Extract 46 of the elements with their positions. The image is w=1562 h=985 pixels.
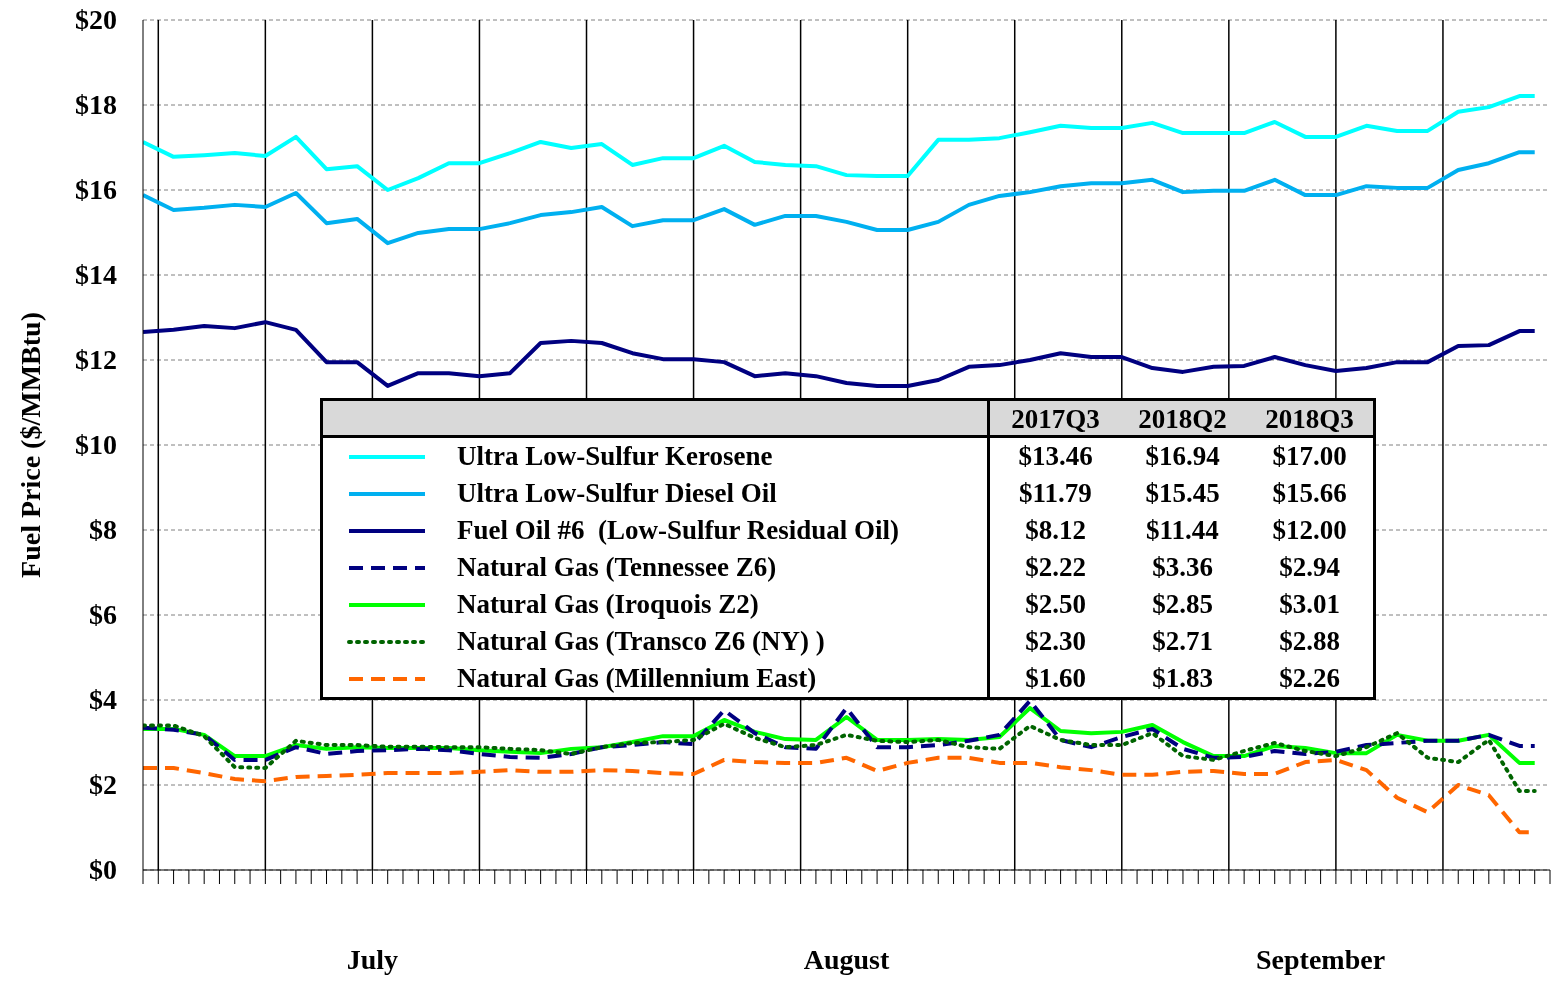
annotation: $13.46 <box>1017 440 1094 473</box>
y-axis-title: Fuel Price ($/MMBtu) <box>14 312 46 578</box>
x-tick-label: September <box>1256 944 1386 975</box>
annotation: $2.88 <box>1278 625 1341 658</box>
annotation: $2.71 <box>1151 625 1214 658</box>
x-tick-label: August <box>803 944 890 975</box>
annotation: $11.79 <box>1018 477 1093 510</box>
y-tick-label: $6 <box>89 599 117 630</box>
y-tick-label: $16 <box>75 174 117 205</box>
annotation: $2.26 <box>1278 662 1341 695</box>
annotation: $1.60 <box>1024 662 1087 695</box>
legend-label: Fuel Oil #6 (Low-Sulfur Residual Oil) <box>457 515 900 546</box>
annotation: $11.44 <box>1145 514 1220 547</box>
y-tick-label: $8 <box>89 514 117 545</box>
annotation: $17.00 <box>1271 440 1348 473</box>
legend-label: Natural Gas (Millennium East) <box>457 663 817 694</box>
y-tick-label: $12 <box>75 344 117 375</box>
annotation: $2.50 <box>1024 588 1087 621</box>
annotation: $2.94 <box>1278 551 1341 584</box>
y-tick-label: $14 <box>75 259 117 290</box>
y-tick-label: $20 <box>75 4 117 35</box>
annotation: $2.85 <box>1151 588 1214 621</box>
legend-label: Natural Gas (Transco Z6 (NY) ) <box>457 626 825 657</box>
annotation: $1.83 <box>1151 662 1214 695</box>
annotation: $2.22 <box>1024 551 1087 584</box>
x-tick-label: July <box>346 944 399 975</box>
annotation: $15.66 <box>1271 477 1348 510</box>
annotation: 2017Q3 <box>1010 403 1101 436</box>
y-tick-label: $10 <box>75 429 117 460</box>
legend-label: Ultra Low-Sulfur Diesel Oil <box>457 478 777 509</box>
annotation: $12.00 <box>1271 514 1348 547</box>
legend-label: Natural Gas (Iroquois Z2) <box>457 589 759 620</box>
legend-label: Ultra Low-Sulfur Kerosene <box>457 441 773 472</box>
y-tick-label: $4 <box>89 684 117 715</box>
annotation: $2.30 <box>1024 625 1087 658</box>
annotation: $8.12 <box>1024 514 1087 547</box>
annotation: $15.45 <box>1144 477 1221 510</box>
annotation: $3.01 <box>1278 588 1341 621</box>
legend-label: Natural Gas (Tennessee Z6) <box>457 552 777 583</box>
annotation: $3.36 <box>1151 551 1214 584</box>
annotation: 2018Q3 <box>1264 403 1355 436</box>
y-tick-label: $0 <box>89 854 117 885</box>
y-tick-label: $18 <box>75 89 117 120</box>
y-tick-label: $2 <box>89 769 117 800</box>
annotation: 2018Q2 <box>1137 403 1228 436</box>
annotation: $16.94 <box>1144 440 1221 473</box>
